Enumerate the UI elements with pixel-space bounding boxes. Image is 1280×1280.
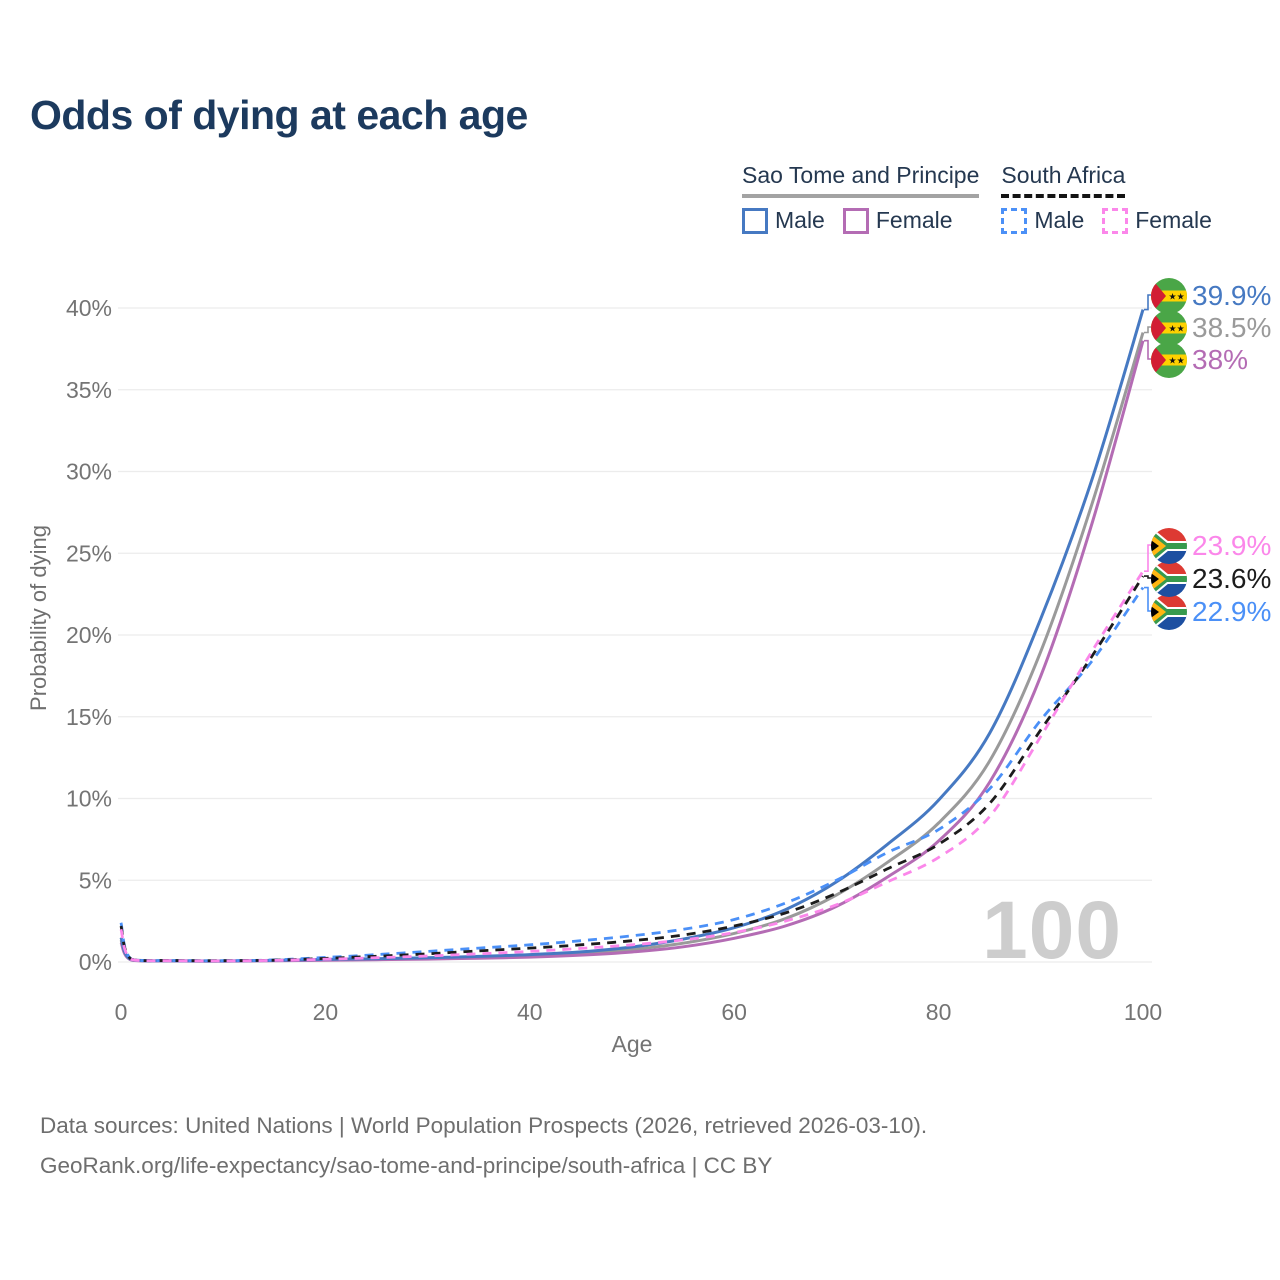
legend-item-stp-female[interactable]: Female — [842, 207, 953, 234]
x-tick-label: 80 — [926, 999, 952, 1025]
south-africa-flag-icon — [1148, 594, 1190, 630]
y-tick-label: 15% — [66, 704, 112, 730]
x-axis-title: Age — [612, 1031, 653, 1057]
legend-item-label: Female — [1135, 207, 1212, 233]
sao-tome-flag-icon — [1151, 278, 1187, 314]
y-tick-label: 25% — [66, 540, 112, 566]
series-line-za_both[interactable] — [119, 575, 1145, 963]
legend-item-za-female[interactable]: Female — [1102, 207, 1212, 234]
label-leader-line — [1144, 339, 1151, 360]
age-watermark: 100 — [982, 885, 1122, 976]
legend-group-south-africa: South Africa Male Female — [1001, 162, 1212, 234]
y-tick-label: 20% — [66, 622, 112, 648]
x-tick-label: 60 — [721, 999, 747, 1025]
chart-legend: Sao Tome and Principe Male Female South … — [742, 162, 1212, 234]
series-end-value-label: 23.6% — [1192, 563, 1271, 594]
legend-group-sao-tome: Sao Tome and Principe Male Female — [742, 162, 980, 234]
south-africa-flag-icon — [1148, 561, 1190, 597]
series-end-value-label: 23.9% — [1192, 530, 1271, 561]
y-tick-label: 30% — [66, 459, 112, 485]
stp-male-line-swatch — [742, 207, 768, 234]
y-tick-label: 10% — [66, 786, 112, 812]
label-leader-line — [1144, 326, 1151, 334]
y-tick-label: 0% — [79, 949, 112, 975]
south-africa-flag-icon — [1148, 528, 1190, 564]
y-axis-title: Probability of dying — [26, 525, 51, 711]
legend-item-za-male[interactable]: Male — [1001, 207, 1084, 234]
legend-item-label: Male — [1034, 207, 1085, 233]
series-end-value-label: 38.5% — [1192, 312, 1271, 343]
series-end-value-label: 38% — [1192, 344, 1248, 375]
x-tick-label: 0 — [115, 999, 128, 1025]
label-leader-line — [1144, 544, 1151, 572]
za-male-line-swatch — [1001, 207, 1028, 234]
legend-item-label: Male — [775, 207, 825, 233]
series-line-stp_female[interactable] — [119, 340, 1145, 963]
y-tick-label: 35% — [66, 377, 112, 403]
label-leader-line — [1144, 294, 1151, 311]
x-tick-label: 40 — [517, 999, 543, 1025]
series-line-za_female[interactable] — [119, 570, 1145, 963]
za-female-line-swatch — [1102, 207, 1129, 234]
sao-tome-flag-icon — [1151, 310, 1187, 346]
legend-item-label: Female — [875, 207, 953, 233]
legend-group-title-sao-tome: Sao Tome and Principe — [742, 162, 980, 198]
series-line-za_male[interactable] — [119, 586, 1145, 963]
page-title: Odds of dying at each age — [30, 92, 528, 138]
label-leader-line — [1144, 575, 1151, 579]
y-tick-label: 40% — [66, 295, 112, 321]
x-tick-label: 20 — [313, 999, 339, 1025]
source-line: Data sources: United Nations | World Pop… — [40, 1113, 928, 1138]
x-tick-label: 100 — [1124, 999, 1162, 1025]
label-leader-line — [1144, 586, 1151, 612]
series-end-value-label: 39.9% — [1192, 280, 1271, 311]
stp-female-line-swatch — [842, 207, 869, 234]
legend-item-stp-male[interactable]: Male — [742, 207, 825, 234]
legend-group-title-south-africa: South Africa — [1001, 162, 1126, 198]
url-line: GeoRank.org/life-expectancy/sao-tome-and… — [40, 1153, 773, 1178]
sao-tome-flag-icon — [1151, 342, 1187, 378]
series-line-stp_both[interactable] — [119, 332, 1145, 963]
series-end-value-label: 22.9% — [1192, 596, 1271, 627]
y-tick-label: 5% — [79, 867, 112, 893]
data-source-note: Data sources: United Nations | World Pop… — [40, 1106, 927, 1186]
